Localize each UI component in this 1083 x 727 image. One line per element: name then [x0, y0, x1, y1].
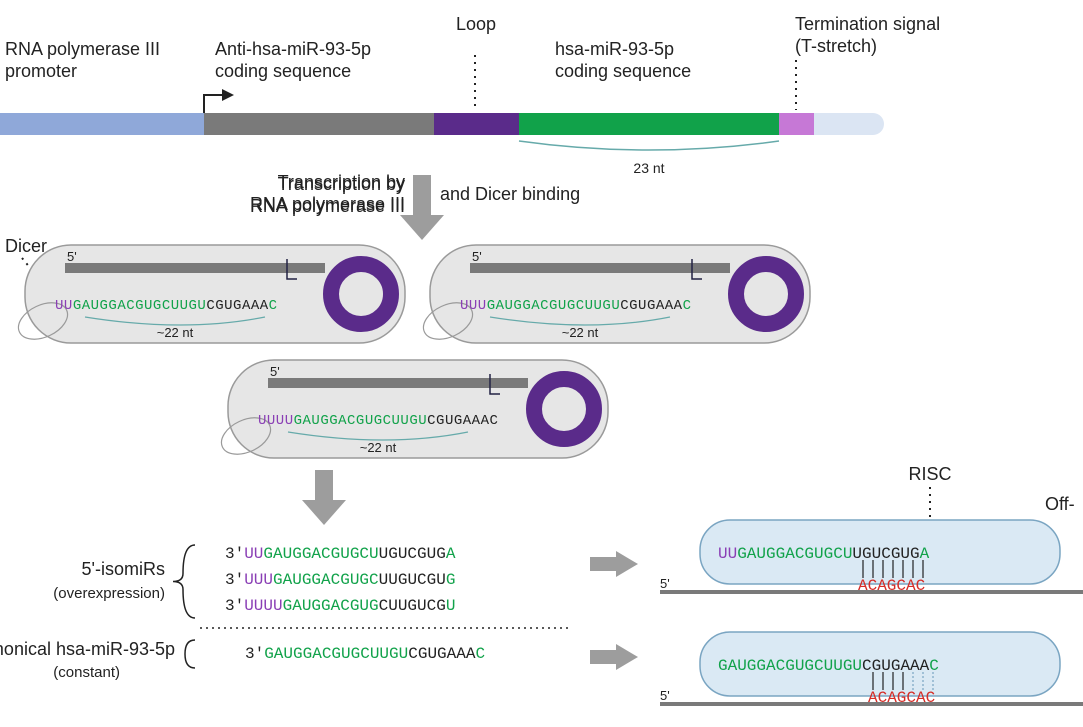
isomir-title: 5'-isomiRs [82, 559, 165, 579]
svg-text:5': 5' [660, 576, 670, 591]
segment-label: Loop [456, 14, 496, 34]
tss-arrow [204, 89, 234, 113]
arrow-processing [302, 470, 346, 525]
svg-text:5': 5' [67, 249, 77, 264]
dicer-label: Dicer [5, 236, 47, 256]
underbrace-23nt: 23 nt [519, 141, 779, 176]
svg-text:~22 nt: ~22 nt [562, 325, 599, 340]
svg-text:5': 5' [660, 688, 670, 703]
risc-top: UUGAUGGACGUGCUUGUCGUGA 5' ACAGCAC [660, 520, 1083, 595]
svg-text:3'GAUGGACGUGCUUGUCGUGAAAC: 3'GAUGGACGUGCUUGUCGUGAAAC [245, 645, 485, 663]
svg-text:UUGAUGGACGUGCUUGUCGUGAAAC: UUGAUGGACGUGCUUGUCGUGAAAC [55, 298, 278, 314]
underbrace-label: 23 nt [633, 160, 664, 176]
svg-text:GAUGGACGUGCUUGUCGUGAAAC: GAUGGACGUGCUUGUCGUGAAAC [718, 657, 939, 675]
arrow-transcription [400, 175, 444, 240]
segment-label: hsa-miR-93-5pcoding sequence [555, 39, 691, 81]
risc-bottom: GAUGGACGUGCUUGUCGUGAAAC 5' ACAGCAC [660, 632, 1083, 707]
svg-text:UUUUGAUGGACGUGCUUGUCGUGAAAC: UUUUGAUGGACGUGCUUGUCGUGAAAC [258, 413, 498, 429]
svg-text:ACAGCAC: ACAGCAC [858, 577, 925, 595]
isomir-sub: (overexpression) [53, 585, 165, 602]
arrow-to-risc-top [590, 551, 638, 577]
svg-text:UUUGAUGGACGUGCUUGUCGUGAAAC: UUUGAUGGACGUGCUUGUCGUGAAAC [460, 298, 691, 314]
svg-text:3'UUUGAUGGACGUGCUUGUCGUG: 3'UUUGAUGGACGUGCUUGUCGUG [225, 571, 455, 589]
svg-text:~22 nt: ~22 nt [157, 325, 194, 340]
off-label: Off- [1045, 494, 1075, 514]
diagram-canvas: RNA polymerase IIIpromoter Anti-hsa-miR-9… [0, 0, 1083, 722]
step1-right-label: and Dicer binding [440, 184, 580, 204]
segment-label: Termination signal(T-stretch) [795, 14, 940, 56]
risc-label: RISC [908, 464, 951, 484]
svg-text:3'UUUUGAUGGACGUGCUUGUCGU: 3'UUUUGAUGGACGUGCUUGUCGU [225, 597, 455, 615]
svg-text:ACAGCAC: ACAGCAC [868, 689, 935, 707]
svg-text:5': 5' [270, 364, 280, 379]
construct-bar: RNA polymerase IIIpromoter Anti-hsa-miR-9… [0, 14, 940, 135]
svg-text:3'UUGAUGGACGUGCUUGUCGUGA: 3'UUGAUGGACGUGCUUGUCGUGA [225, 545, 456, 563]
canonical-title: anonical hsa-miR-93-5p [0, 639, 175, 659]
svg-text:5': 5' [472, 249, 482, 264]
canonical-row: anonical hsa-miR-93-5p (constant) 3'GAUGGA… [0, 639, 485, 681]
segment-label: RNA polymerase IIIpromoter [5, 39, 160, 81]
canonical-sub: (constant) [53, 664, 120, 681]
isomir-list: 5'-isomiRs (overexpression) 3'UUGAUGGACGUG… [53, 545, 456, 618]
svg-text:UUGAUGGACGUGCUUGUCGUGA: UUGAUGGACGUGCUUGUCGUGA [718, 545, 930, 563]
hairpin-group: 5' UUGAUGGACGUGCUUGUCGUGAAAC ~22 nt 5' UUUGA… [13, 245, 810, 461]
arrow-to-risc-bottom [590, 644, 638, 670]
svg-text:~22 nt: ~22 nt [360, 440, 397, 455]
segment-label: Anti-hsa-miR-93-5pcoding sequence [215, 39, 371, 81]
